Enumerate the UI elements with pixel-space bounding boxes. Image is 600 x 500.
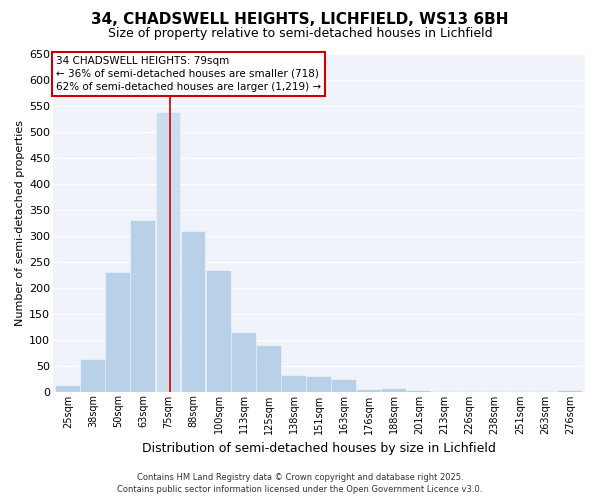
Bar (382, 389, 406, 392)
Bar (407, 391, 431, 392)
Bar (232, 333, 256, 392)
Bar (182, 232, 205, 392)
Bar (282, 376, 306, 392)
Bar (332, 380, 356, 392)
Bar (307, 378, 331, 392)
Text: Contains HM Land Registry data © Crown copyright and database right 2025.
Contai: Contains HM Land Registry data © Crown c… (118, 472, 482, 494)
Bar (131, 221, 155, 392)
Bar (106, 273, 130, 392)
Bar (157, 113, 181, 392)
Bar (207, 271, 230, 392)
X-axis label: Distribution of semi-detached houses by size in Lichfield: Distribution of semi-detached houses by … (142, 442, 496, 455)
Text: 34 CHADSWELL HEIGHTS: 79sqm
← 36% of semi-detached houses are smaller (718)
62% : 34 CHADSWELL HEIGHTS: 79sqm ← 36% of sem… (56, 56, 321, 92)
Text: Size of property relative to semi-detached houses in Lichfield: Size of property relative to semi-detach… (107, 28, 493, 40)
Text: 34, CHADSWELL HEIGHTS, LICHFIELD, WS13 6BH: 34, CHADSWELL HEIGHTS, LICHFIELD, WS13 6… (91, 12, 509, 28)
Bar (56, 386, 80, 392)
Bar (558, 391, 582, 392)
Y-axis label: Number of semi-detached properties: Number of semi-detached properties (15, 120, 25, 326)
Bar (357, 390, 381, 392)
Bar (257, 346, 281, 392)
Bar (81, 360, 105, 392)
